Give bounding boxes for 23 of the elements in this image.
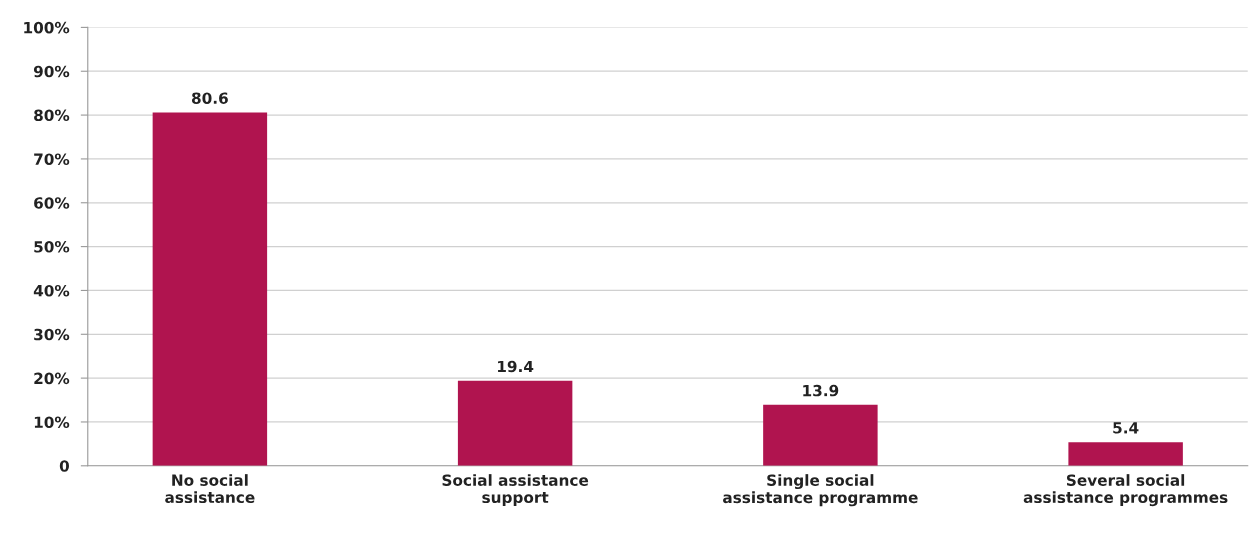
- bar: [457, 380, 573, 466]
- y-tick-label: 90%: [33, 65, 70, 78]
- data-label: 13.9: [803, 384, 839, 397]
- y-tick-label: 30%: [34, 328, 70, 341]
- x-tick-label: Social assistance support: [442, 474, 589, 507]
- y-tick-label: 50%: [34, 241, 70, 253]
- x-tick-label: Single social assistance programme: [723, 474, 918, 507]
- y-tick-label: 10%: [34, 416, 70, 428]
- y-tick-label: 0: [59, 460, 69, 472]
- bar: [763, 404, 878, 466]
- x-tick-label: Several social assistance programmes: [1023, 474, 1228, 507]
- y-tick-label: 70%: [34, 153, 70, 165]
- x-tick-label: No social assistance: [165, 474, 255, 504]
- y-tick-label: 40%: [33, 284, 70, 297]
- y-tick-label: 80%: [34, 109, 70, 122]
- data-label: 5.4: [1113, 422, 1139, 434]
- data-label: 80.6: [191, 92, 228, 104]
- bar: [1068, 442, 1183, 466]
- data-label: 19.4: [498, 360, 534, 373]
- y-tick-label: 60%: [34, 197, 70, 209]
- y-tick-label: 100%: [24, 21, 70, 34]
- bar: [152, 112, 268, 466]
- y-tick-label: 20%: [34, 372, 70, 385]
